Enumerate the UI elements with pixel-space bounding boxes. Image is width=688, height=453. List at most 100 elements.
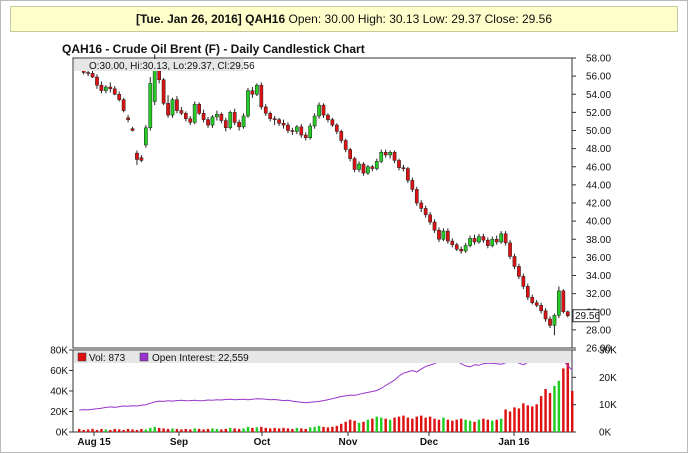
quote-ohlc: Open: 30.00 High: 30.13 Low: 29.37 Close… <box>285 12 553 26</box>
volume-bar <box>570 391 574 432</box>
candle-body <box>374 161 379 169</box>
volume-bar <box>366 419 370 432</box>
volume-bar <box>197 428 201 432</box>
ohlc-label-bg <box>74 59 244 71</box>
volume-bar <box>268 428 272 432</box>
candle-body <box>268 113 273 119</box>
candle-body <box>130 128 135 131</box>
candle-body <box>446 230 450 242</box>
last-price-tag <box>572 309 600 323</box>
candle-body <box>281 123 286 126</box>
volume-bar <box>522 403 525 432</box>
candle-body <box>312 115 317 127</box>
volume-bar <box>206 428 210 432</box>
candle-body <box>104 86 108 91</box>
last-price-label: 29.56 <box>575 311 600 322</box>
volume-bar <box>406 417 410 432</box>
volume-bar <box>86 429 90 432</box>
vol-tick-label: 20K <box>50 407 68 418</box>
x-tick-label: Dec <box>420 437 439 448</box>
volume-bar <box>157 427 161 432</box>
candle-body <box>419 202 424 209</box>
candle-body <box>352 158 357 170</box>
price-tick-label: 42.00 <box>586 199 611 210</box>
volume-bar <box>402 415 405 432</box>
candle-body <box>437 229 441 240</box>
volume-bar <box>451 420 454 432</box>
vol-legend-label: Vol: 873 <box>89 353 126 364</box>
oi-legend-swatch <box>139 352 149 362</box>
price-tick-label: 56.00 <box>586 72 611 83</box>
volume-bar <box>104 429 108 432</box>
volume-bar <box>131 429 134 432</box>
candle-body <box>215 113 219 118</box>
price-tick-label: 52.00 <box>586 108 611 119</box>
price-tick-label: 34.00 <box>586 271 611 282</box>
price-panel <box>72 57 573 349</box>
volume-bar <box>388 419 392 432</box>
candle-body <box>299 126 304 136</box>
volume-bar <box>277 428 281 432</box>
candle-body <box>303 134 308 138</box>
volume-bar <box>380 417 383 432</box>
candle-body <box>530 297 535 303</box>
candle-body <box>201 113 206 120</box>
candle-body <box>548 318 552 326</box>
quote-date: [Tue. Jan 26, 2016] <box>135 12 242 26</box>
volume-bar <box>428 416 432 432</box>
candle-body <box>135 152 139 160</box>
volume-bar <box>335 425 339 432</box>
candle-body <box>490 239 495 246</box>
volume-bar <box>242 428 245 432</box>
candle-body <box>477 236 481 243</box>
candle-body <box>295 126 299 132</box>
oi-tick-label: 0K <box>599 428 612 439</box>
candle-body <box>143 127 148 146</box>
candle-body <box>272 118 277 120</box>
volume-bar <box>393 417 396 432</box>
volume-bar <box>189 429 192 432</box>
volume-bar <box>562 368 565 432</box>
volume-bar <box>340 423 343 432</box>
oi-tick-label: 20K <box>599 373 617 384</box>
volume-bar <box>82 429 85 432</box>
volume-bar <box>166 428 170 432</box>
candle-body <box>557 290 561 316</box>
volume-bar <box>295 427 299 432</box>
candle-body <box>481 236 486 241</box>
volume-bar <box>313 426 316 432</box>
volume-bar <box>109 429 112 432</box>
x-tick-label: Oct <box>254 437 271 448</box>
volume-bar <box>544 388 547 432</box>
volume-bar <box>477 419 481 432</box>
candle-body <box>197 103 201 114</box>
candle-body <box>206 119 210 126</box>
ohlc-label: O:30.00, Hi:30.13, Lo:29.37, Cl:29.56 <box>89 61 255 72</box>
volume-bar <box>260 426 263 432</box>
volume-bar <box>482 418 485 432</box>
candle-body <box>192 103 197 123</box>
volume-bar <box>513 407 516 432</box>
volume-bar <box>264 427 267 432</box>
candle-body <box>463 245 468 252</box>
volume-bar <box>455 419 458 432</box>
volume-bar <box>246 426 250 432</box>
candle-body <box>397 160 401 168</box>
x-tick-label: Nov <box>339 437 358 448</box>
candle-body <box>534 302 539 306</box>
volume-bar <box>175 428 179 432</box>
volume-bar <box>362 421 365 432</box>
candle-body <box>468 238 472 246</box>
volume-bar <box>375 416 379 432</box>
candle-body <box>95 76 99 86</box>
volume-bar <box>317 425 321 432</box>
price-tick-label: 28.00 <box>586 325 611 336</box>
volume-bar <box>437 419 441 432</box>
volume-bar <box>308 427 312 432</box>
candle-body <box>170 99 175 116</box>
volume-bar <box>504 409 507 432</box>
volume-bar <box>117 429 121 432</box>
candle-body <box>343 140 348 150</box>
candle-body <box>450 240 455 245</box>
volume-bar <box>371 418 374 432</box>
